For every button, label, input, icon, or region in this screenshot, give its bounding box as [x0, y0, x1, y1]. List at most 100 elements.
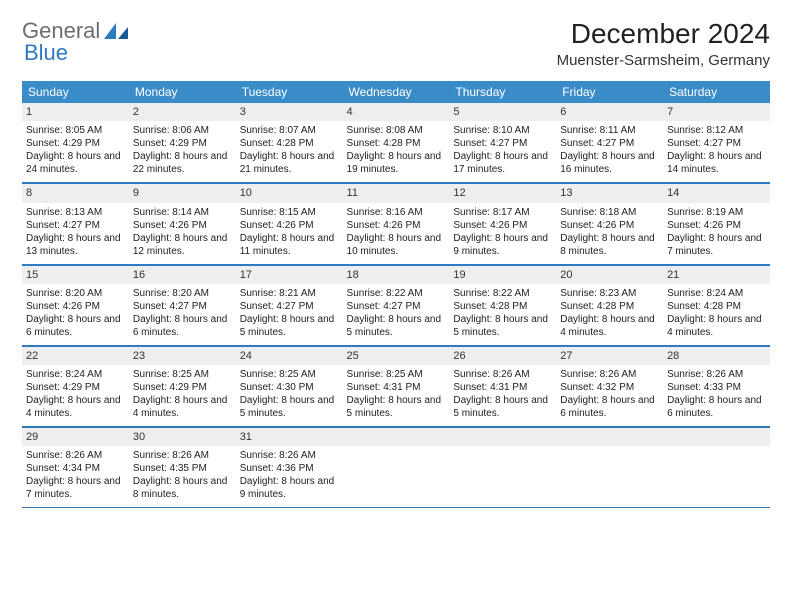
day-body: Sunrise: 8:05 AMSunset: 4:29 PMDaylight:…: [22, 121, 129, 182]
weekday-header: Saturday: [663, 81, 770, 103]
sunset-line: Sunset: 4:35 PM: [133, 462, 232, 475]
sunrise-line: Sunrise: 8:25 AM: [347, 368, 446, 381]
sunset-line: Sunset: 4:29 PM: [26, 381, 125, 394]
daylight-line: Daylight: 8 hours and 10 minutes.: [347, 232, 446, 258]
calendar-cell: 3Sunrise: 8:07 AMSunset: 4:28 PMDaylight…: [236, 103, 343, 183]
day-body: Sunrise: 8:24 AMSunset: 4:29 PMDaylight:…: [22, 365, 129, 426]
calendar-head: SundayMondayTuesdayWednesdayThursdayFrid…: [22, 81, 770, 103]
day-body: [556, 446, 663, 496]
sunrise-line: Sunrise: 8:22 AM: [347, 287, 446, 300]
daylight-line: Daylight: 8 hours and 14 minutes.: [667, 150, 766, 176]
daylight-line: Daylight: 8 hours and 5 minutes.: [453, 394, 552, 420]
calendar-cell: 20Sunrise: 8:23 AMSunset: 4:28 PMDayligh…: [556, 264, 663, 345]
weekday-header: Tuesday: [236, 81, 343, 103]
sunrise-line: Sunrise: 8:14 AM: [133, 206, 232, 219]
day-number: 10: [236, 183, 343, 202]
day-number: 1: [22, 103, 129, 121]
calendar-cell: 26Sunrise: 8:26 AMSunset: 4:31 PMDayligh…: [449, 345, 556, 426]
day-body: Sunrise: 8:21 AMSunset: 4:27 PMDaylight:…: [236, 284, 343, 345]
day-number: 23: [129, 346, 236, 365]
sunset-line: Sunset: 4:34 PM: [26, 462, 125, 475]
daylight-line: Daylight: 8 hours and 17 minutes.: [453, 150, 552, 176]
calendar-cell: [556, 427, 663, 508]
day-number: 22: [22, 346, 129, 365]
sunrise-line: Sunrise: 8:26 AM: [240, 449, 339, 462]
sunset-line: Sunset: 4:27 PM: [26, 219, 125, 232]
day-number: 28: [663, 346, 770, 365]
sunrise-line: Sunrise: 8:25 AM: [133, 368, 232, 381]
sunrise-line: Sunrise: 8:23 AM: [560, 287, 659, 300]
day-number: 13: [556, 183, 663, 202]
brand-line2: Blue: [24, 40, 68, 66]
sunset-line: Sunset: 4:28 PM: [453, 300, 552, 313]
calendar-cell: 19Sunrise: 8:22 AMSunset: 4:28 PMDayligh…: [449, 264, 556, 345]
sunrise-line: Sunrise: 8:07 AM: [240, 124, 339, 137]
calendar-cell: [663, 427, 770, 508]
day-number: 9: [129, 183, 236, 202]
day-body: Sunrise: 8:19 AMSunset: 4:26 PMDaylight:…: [663, 203, 770, 264]
sunset-line: Sunset: 4:28 PM: [240, 137, 339, 150]
daylight-line: Daylight: 8 hours and 24 minutes.: [26, 150, 125, 176]
day-number: 11: [343, 183, 450, 202]
sunset-line: Sunset: 4:26 PM: [453, 219, 552, 232]
sunrise-line: Sunrise: 8:24 AM: [667, 287, 766, 300]
sunrise-line: Sunrise: 8:06 AM: [133, 124, 232, 137]
sunrise-line: Sunrise: 8:20 AM: [26, 287, 125, 300]
daylight-line: Daylight: 8 hours and 6 minutes.: [133, 313, 232, 339]
sunset-line: Sunset: 4:26 PM: [347, 219, 446, 232]
page-title: December 2024: [557, 18, 770, 50]
sunset-line: Sunset: 4:27 PM: [667, 137, 766, 150]
day-body: Sunrise: 8:08 AMSunset: 4:28 PMDaylight:…: [343, 121, 450, 182]
day-number: 31: [236, 427, 343, 446]
day-number: 4: [343, 103, 450, 121]
sunset-line: Sunset: 4:36 PM: [240, 462, 339, 475]
daylight-line: Daylight: 8 hours and 6 minutes.: [667, 394, 766, 420]
day-number: 5: [449, 103, 556, 121]
sunrise-line: Sunrise: 8:13 AM: [26, 206, 125, 219]
calendar-row: 29Sunrise: 8:26 AMSunset: 4:34 PMDayligh…: [22, 427, 770, 508]
calendar-cell: 14Sunrise: 8:19 AMSunset: 4:26 PMDayligh…: [663, 183, 770, 264]
sunrise-line: Sunrise: 8:22 AM: [453, 287, 552, 300]
day-number: 19: [449, 265, 556, 284]
day-body: Sunrise: 8:18 AMSunset: 4:26 PMDaylight:…: [556, 203, 663, 264]
day-number: 6: [556, 103, 663, 121]
sunset-line: Sunset: 4:27 PM: [240, 300, 339, 313]
sunset-line: Sunset: 4:33 PM: [667, 381, 766, 394]
calendar-cell: 6Sunrise: 8:11 AMSunset: 4:27 PMDaylight…: [556, 103, 663, 183]
sunrise-line: Sunrise: 8:26 AM: [667, 368, 766, 381]
sunrise-line: Sunrise: 8:26 AM: [560, 368, 659, 381]
sunset-line: Sunset: 4:29 PM: [133, 381, 232, 394]
calendar-cell: 25Sunrise: 8:25 AMSunset: 4:31 PMDayligh…: [343, 345, 450, 426]
calendar-cell: 13Sunrise: 8:18 AMSunset: 4:26 PMDayligh…: [556, 183, 663, 264]
sunset-line: Sunset: 4:26 PM: [667, 219, 766, 232]
calendar-cell: 22Sunrise: 8:24 AMSunset: 4:29 PMDayligh…: [22, 345, 129, 426]
calendar-cell: [449, 427, 556, 508]
sunset-line: Sunset: 4:27 PM: [560, 137, 659, 150]
sunset-line: Sunset: 4:28 PM: [667, 300, 766, 313]
daylight-line: Daylight: 8 hours and 6 minutes.: [26, 313, 125, 339]
day-body: Sunrise: 8:23 AMSunset: 4:28 PMDaylight:…: [556, 284, 663, 345]
day-number: 14: [663, 183, 770, 202]
calendar-cell: [343, 427, 450, 508]
day-number: [556, 427, 663, 446]
day-body: Sunrise: 8:15 AMSunset: 4:26 PMDaylight:…: [236, 203, 343, 264]
daylight-line: Daylight: 8 hours and 5 minutes.: [240, 313, 339, 339]
calendar-cell: 8Sunrise: 8:13 AMSunset: 4:27 PMDaylight…: [22, 183, 129, 264]
day-number: 3: [236, 103, 343, 121]
day-number: 18: [343, 265, 450, 284]
calendar-cell: 29Sunrise: 8:26 AMSunset: 4:34 PMDayligh…: [22, 427, 129, 508]
sunset-line: Sunset: 4:30 PM: [240, 381, 339, 394]
day-body: Sunrise: 8:25 AMSunset: 4:31 PMDaylight:…: [343, 365, 450, 426]
day-body: Sunrise: 8:20 AMSunset: 4:27 PMDaylight:…: [129, 284, 236, 345]
day-number: [663, 427, 770, 446]
day-body: Sunrise: 8:06 AMSunset: 4:29 PMDaylight:…: [129, 121, 236, 182]
sunset-line: Sunset: 4:26 PM: [560, 219, 659, 232]
sunset-line: Sunset: 4:28 PM: [560, 300, 659, 313]
calendar-cell: 7Sunrise: 8:12 AMSunset: 4:27 PMDaylight…: [663, 103, 770, 183]
calendar-cell: 9Sunrise: 8:14 AMSunset: 4:26 PMDaylight…: [129, 183, 236, 264]
day-number: 21: [663, 265, 770, 284]
brand-text-2: Blue: [24, 40, 68, 65]
calendar-cell: 1Sunrise: 8:05 AMSunset: 4:29 PMDaylight…: [22, 103, 129, 183]
day-number: 8: [22, 183, 129, 202]
calendar-cell: 15Sunrise: 8:20 AMSunset: 4:26 PMDayligh…: [22, 264, 129, 345]
